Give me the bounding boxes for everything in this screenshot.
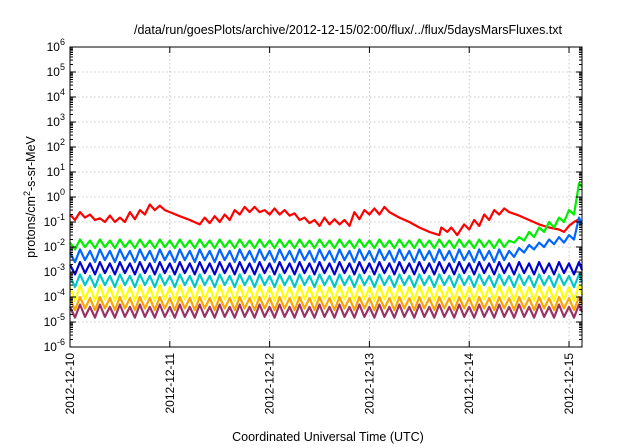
y-axis-ticks: 10-6 10-5 10-4 10-3 10-2 10-1 100 101 102 103 104 1…: [44, 37, 582, 354]
y-tick-label: 10-1: [44, 212, 65, 229]
x-tick-label: 2012-12-15: [562, 353, 576, 415]
y-tick-label: 102: [47, 137, 65, 154]
x-tick-label: 2012-12-13: [362, 353, 376, 415]
y-tick-label: 10-5: [44, 312, 65, 329]
x-tick-label: 2012-12-14: [462, 353, 476, 415]
x-tick-label: 2012-12-12: [263, 353, 277, 415]
series-line: [68, 273, 584, 289]
series-line: [69, 203, 580, 237]
y-tick-label: 106: [47, 37, 65, 54]
y-tick-label: 10-2: [44, 237, 65, 254]
series-line: [69, 216, 584, 264]
x-tick-label: 2012-12-11: [163, 353, 177, 414]
y-axis-label: protons/cm2-s-sr-MeV: [22, 135, 38, 257]
y-tick-label: 100: [47, 187, 65, 204]
series-line: [69, 303, 584, 319]
y-axis-label-base: protons/cm: [24, 196, 38, 258]
series-line: [69, 182, 583, 251]
y-tick-label: 103: [47, 112, 65, 129]
y-tick-label: 104: [47, 87, 65, 104]
x-axis-ticks: 2012-12-10 2012-12-11 2012-12-12 2012-12-13…: [63, 47, 576, 414]
x-tick-label: 2012-12-10: [63, 353, 77, 415]
y-axis-label-rest: -s-sr-MeV: [24, 135, 38, 191]
y-tick-label: 10-6: [44, 337, 65, 354]
y-axis-label-sup: 2: [22, 191, 32, 196]
series-line: [68, 284, 584, 302]
y-tick-label: 105: [47, 62, 65, 79]
y-tick-label: 10-4: [44, 287, 65, 304]
chart-title: /data/run/goesPlots/archive/2012-12-15/0…: [134, 23, 563, 37]
series-line: [68, 295, 584, 312]
x-axis-label: Coordinated Universal Time (UTC): [232, 430, 424, 444]
series-group: [68, 182, 584, 319]
y-tick-label: 10-3: [44, 262, 65, 279]
series-line: [69, 261, 584, 276]
y-tick-label: 101: [47, 162, 65, 179]
